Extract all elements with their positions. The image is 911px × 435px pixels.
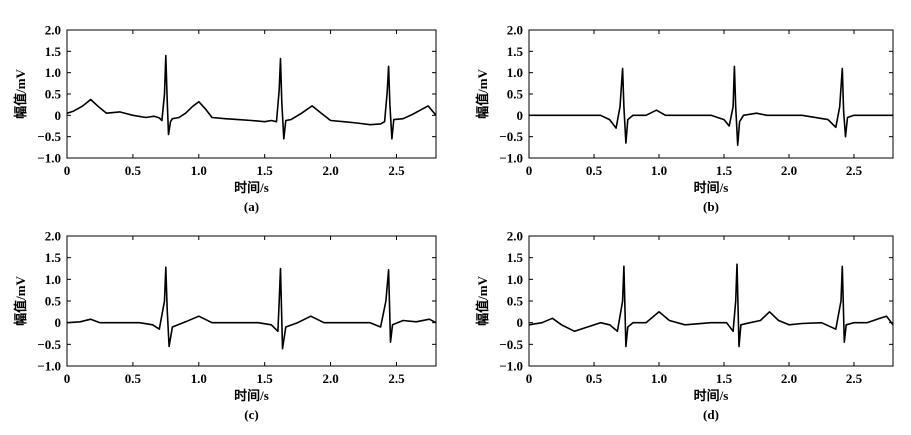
x-tick-label: 2.5 [846,163,863,178]
y-tick-label: −0.5 [499,129,523,144]
x-axis-label: 时间/s [234,180,269,195]
x-tick-label: 0.5 [125,163,142,178]
chart-panel: −1.0 −0.5 0 0.5 1.0 1.5 2.0 0 0.5 1.0 1.5 2.0 2.5 时间/… [13,23,437,214]
x-tick-label: 0 [526,163,533,178]
y-tick-label: 2.0 [507,23,523,38]
chart-panel: −1.0 −0.5 0 0.5 1.0 1.5 2.0 0 0.5 1.0 1.5 2.0 2.5 时间/… [475,229,894,422]
y-tick-label: 2.0 [45,229,61,244]
ecg-series-line [66,266,437,350]
y-tick-label: 1.0 [45,65,61,80]
y-tick-label: 2.0 [507,229,523,244]
x-tick-label: 2.5 [388,163,405,178]
y-tick-label: −1.0 [37,359,61,374]
y-tick-label: 0.5 [45,294,62,309]
y-tick-label: 1.0 [507,272,523,287]
x-tick-label: 0 [526,371,533,386]
panel-label: (a) [244,199,259,214]
x-tick-label: 0 [64,371,71,386]
ecg-series-line [528,263,894,348]
y-tick-label: 0 [55,315,62,330]
x-axis-label: 时间/s [694,180,729,195]
y-axis-label: 幅值/mV [475,275,490,325]
ecg-series-line [66,54,437,140]
y-tick-label: 2.0 [45,23,61,38]
x-tick-label: 1.5 [257,371,274,386]
x-axis-label: 时间/s [234,388,269,403]
y-tick-label: 1.5 [507,250,524,265]
y-tick-label: 0.5 [507,87,524,102]
y-tick-label: −1.0 [37,151,61,166]
x-tick-label: 1.0 [651,371,667,386]
x-tick-label: 0 [64,163,71,178]
x-tick-label: 1.0 [651,163,667,178]
x-tick-label: 1.0 [191,163,207,178]
panel-label: (c) [244,407,258,422]
y-axis-label: 幅值/mV [13,68,28,118]
y-tick-label: 1.0 [45,272,61,287]
y-tick-label: 0 [55,108,62,123]
chart-panel: −1.0 −0.5 0 0.5 1.0 1.5 2.0 0 0.5 1.0 1.5 2.0 2.5 时间/… [13,229,437,422]
y-tick-label: −0.5 [37,129,61,144]
x-tick-label: 1.5 [716,163,733,178]
x-tick-label: 2.5 [846,371,863,386]
panel-label: (d) [703,407,719,422]
y-tick-label: 0.5 [45,87,62,102]
y-tick-label: −1.0 [499,359,523,374]
x-tick-label: 1.5 [716,371,733,386]
y-tick-label: 1.5 [45,250,62,265]
x-tick-label: 2.0 [322,163,338,178]
x-tick-label: 1.0 [191,371,207,386]
y-tick-label: −1.0 [499,151,523,166]
y-tick-label: 1.5 [507,44,524,59]
y-tick-label: 0 [517,315,524,330]
x-tick-label: 2.5 [388,371,405,386]
y-tick-label: −0.5 [499,337,523,352]
x-tick-label: 2.0 [781,371,797,386]
y-tick-label: 0 [517,108,524,123]
y-tick-label: 1.0 [507,65,523,80]
plot-frame [66,29,437,159]
ecg-series-line [529,65,893,146]
plot-frame [528,235,894,367]
y-tick-label: −0.5 [37,337,61,352]
y-axis-label: 幅值/mV [475,68,490,118]
chart-panel: −1.0 −0.5 0 0.5 1.0 1.5 2.0 0 0.5 1.0 1.5 2.0 2.5 时间/… [475,23,894,214]
panel-label: (b) [703,199,719,214]
x-tick-label: 2.0 [781,163,797,178]
y-axis-label: 幅值/mV [13,275,28,325]
x-axis-label: 时间/s [694,388,729,403]
x-tick-label: 2.0 [322,371,338,386]
y-tick-label: 0.5 [507,294,524,309]
x-tick-label: 0.5 [586,371,603,386]
plot-frame [528,29,894,159]
plot-frame [66,235,437,367]
x-tick-label: 0.5 [125,371,142,386]
x-tick-label: 1.5 [257,163,274,178]
x-tick-label: 0.5 [586,163,603,178]
y-tick-label: 1.5 [45,44,62,59]
